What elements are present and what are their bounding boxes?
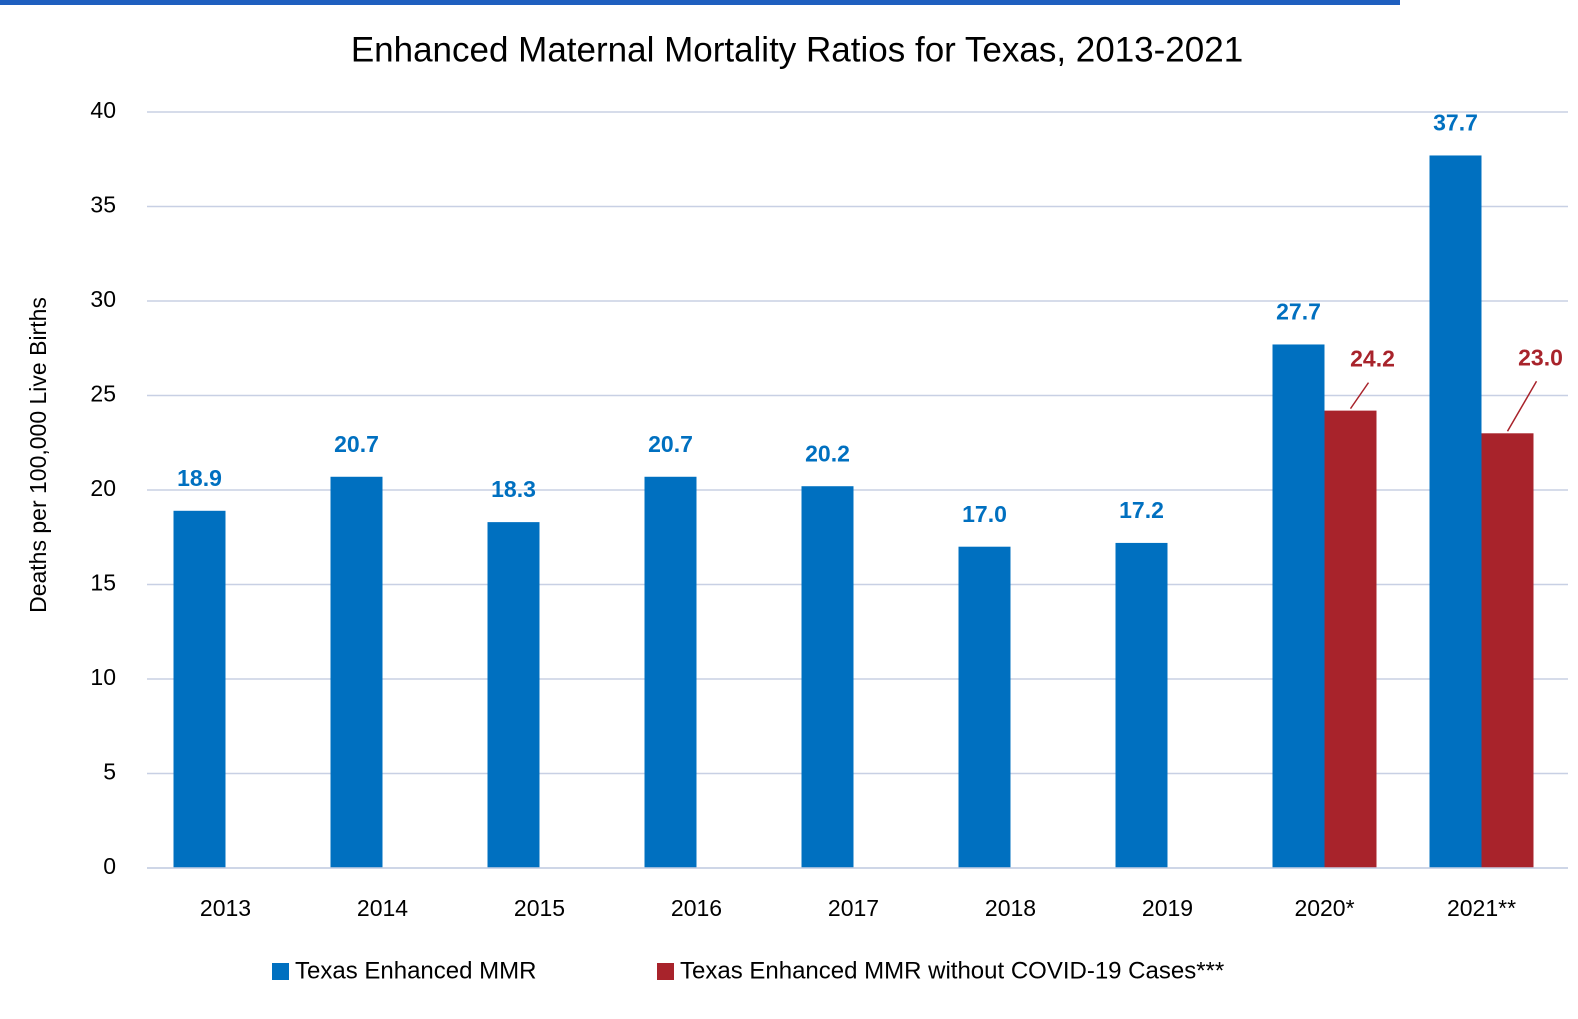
data-label: 24.2 — [1350, 346, 1395, 372]
bar — [958, 546, 1011, 868]
bar — [1115, 542, 1168, 868]
data-label: 27.7 — [1276, 299, 1321, 325]
chart-title: Enhanced Maternal Mortality Ratios for T… — [351, 30, 1243, 69]
legend-label: Texas Enhanced MMR without COVID-19 Case… — [680, 957, 1224, 984]
y-tick-label: 20 — [90, 475, 116, 501]
data-label: 37.7 — [1433, 110, 1478, 136]
data-label: 23.0 — [1518, 344, 1563, 370]
y-tick-label: 15 — [90, 570, 116, 596]
data-label: 20.7 — [648, 431, 693, 457]
y-tick-label: 0 — [103, 853, 116, 879]
x-tick-label: 2019 — [1142, 895, 1193, 921]
y-tick-label: 5 — [103, 759, 116, 785]
x-tick-label: 2016 — [671, 895, 722, 921]
y-tick-label: 35 — [90, 192, 116, 218]
data-label: 17.2 — [1119, 497, 1164, 523]
x-tick-label: 2013 — [200, 895, 251, 921]
bar — [1429, 155, 1482, 869]
bar — [1324, 410, 1377, 868]
bar — [801, 486, 854, 868]
x-tick-label: 2018 — [985, 895, 1036, 921]
bar — [487, 522, 540, 868]
y-axis-label: Deaths per 100,000 Live Births — [25, 297, 51, 613]
legend-swatch — [272, 963, 289, 980]
bar — [644, 476, 697, 868]
bar — [330, 476, 383, 868]
data-label: 20.2 — [805, 440, 850, 466]
x-tick-label: 2020* — [1294, 895, 1354, 921]
y-tick-label: 25 — [90, 381, 116, 407]
legend-label: Texas Enhanced MMR — [295, 957, 536, 984]
x-tick-label: 2015 — [514, 895, 565, 921]
data-label: 18.9 — [177, 465, 222, 491]
x-tick-label: 2021** — [1447, 895, 1516, 921]
x-tick-label: 2017 — [828, 895, 879, 921]
y-tick-label: 10 — [90, 664, 116, 690]
leader-line — [1506, 380, 1538, 432]
bar — [173, 510, 226, 868]
bar — [1481, 433, 1534, 868]
bar — [1272, 344, 1325, 869]
top-border — [0, 0, 1400, 5]
y-tick-label: 30 — [90, 286, 116, 312]
data-label: 17.0 — [962, 501, 1007, 527]
leader-line — [1349, 382, 1370, 410]
x-tick-label: 2014 — [357, 895, 408, 921]
data-label: 20.7 — [334, 431, 379, 457]
y-tick-label: 40 — [90, 97, 116, 123]
data-label: 18.3 — [491, 476, 536, 502]
legend-swatch — [657, 963, 674, 980]
